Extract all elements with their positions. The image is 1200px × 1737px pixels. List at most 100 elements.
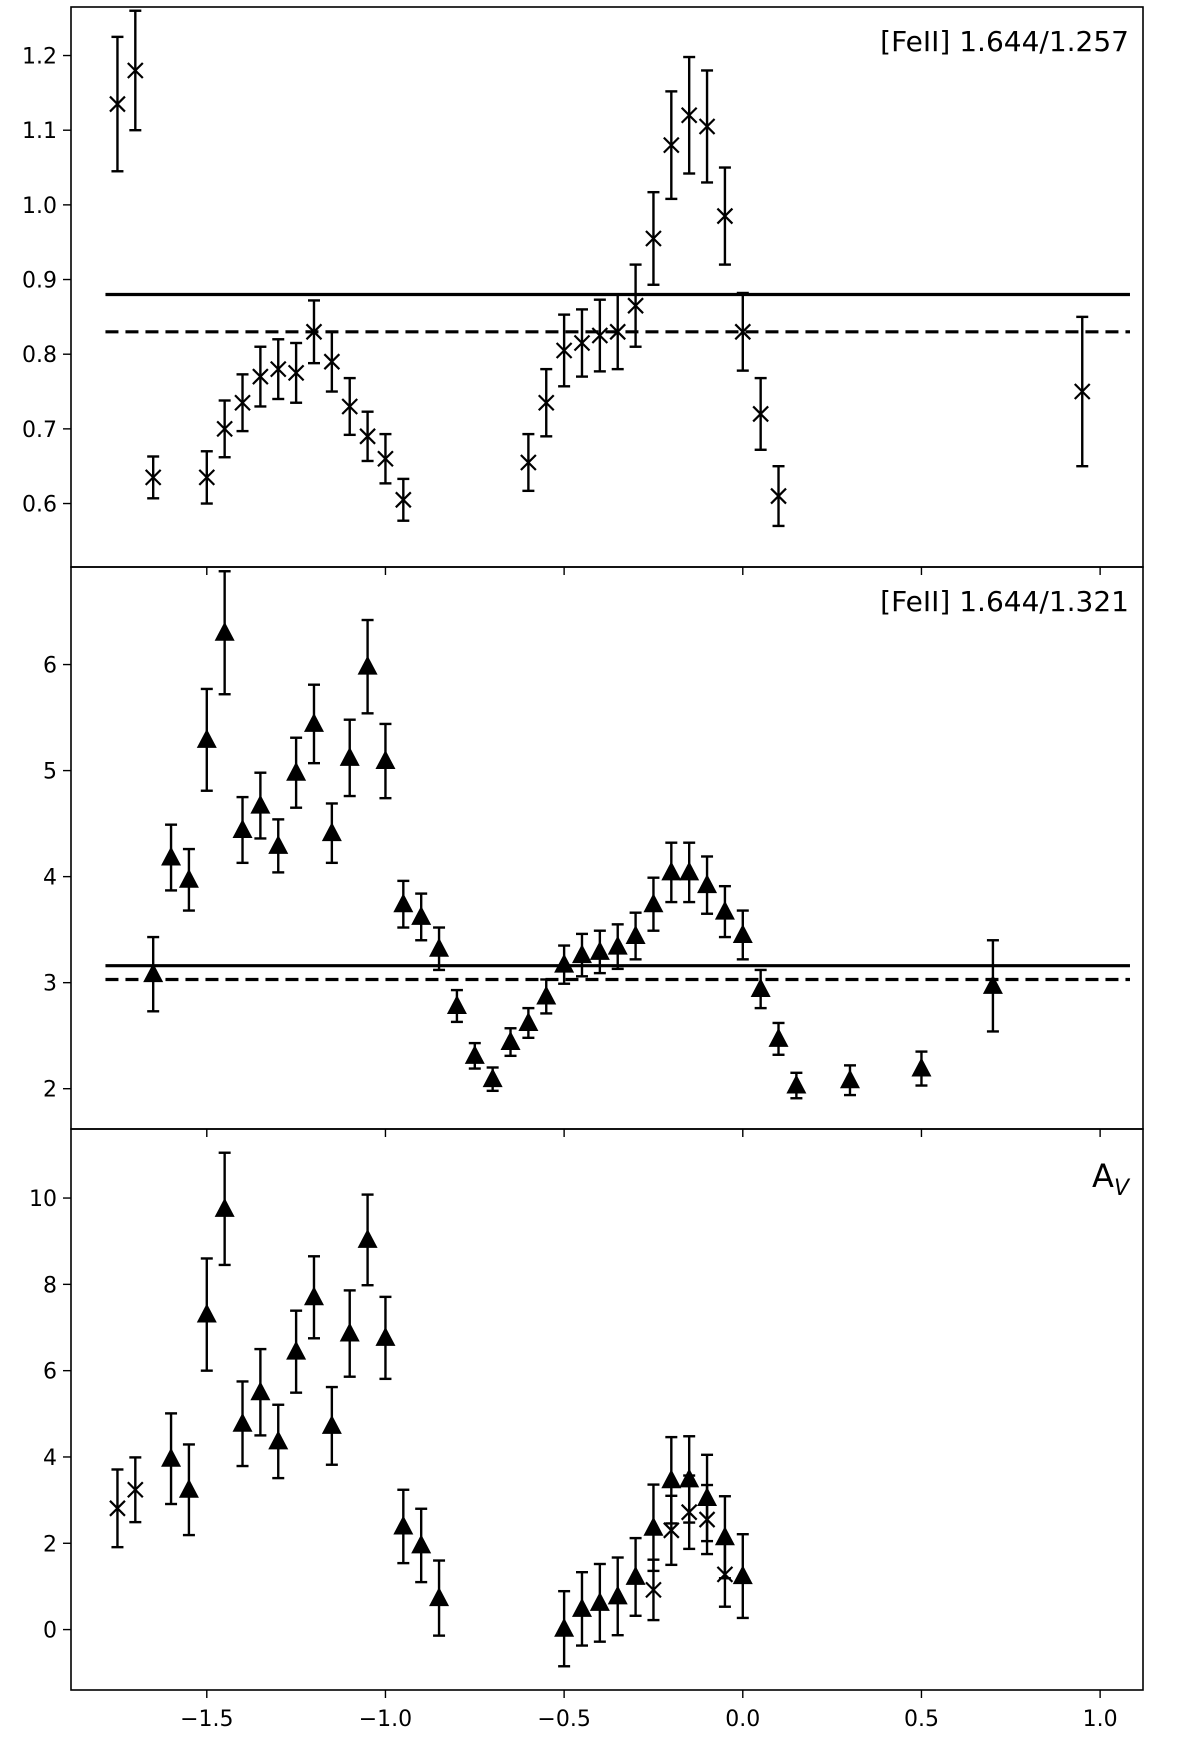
x-marker	[323, 353, 341, 370]
x-marker	[252, 368, 269, 385]
y-tick-label: 0.8	[22, 343, 57, 368]
x-tick-label: 0.0	[725, 1707, 760, 1732]
data-point	[573, 308, 591, 378]
data-point	[714, 1495, 735, 1580]
y-tick-label: 6	[43, 654, 57, 679]
data-point	[625, 1536, 646, 1617]
axes-frame	[70, 566, 1144, 1130]
data-point	[645, 190, 662, 286]
data-point	[1073, 315, 1091, 468]
triangle-marker	[321, 822, 342, 842]
triangle-marker	[554, 953, 575, 973]
panel-label: AV	[1092, 1157, 1131, 1201]
data-point	[144, 455, 162, 500]
x-marker	[627, 297, 644, 314]
triangle-marker	[714, 900, 735, 920]
data-point	[500, 1027, 521, 1058]
y-tick-label: 0	[43, 1619, 57, 1644]
triangle-marker	[232, 1412, 253, 1432]
x-marker	[127, 62, 144, 79]
data-point	[216, 399, 233, 459]
y-tick-label: 8	[43, 1273, 57, 1298]
y-tick-label: 0.6	[22, 493, 57, 518]
y-tick-label: 2	[43, 1078, 57, 1103]
data-point	[250, 771, 271, 840]
triangle-marker	[571, 944, 592, 964]
x-marker	[269, 360, 287, 378]
data-point	[429, 926, 450, 972]
triangle-marker	[839, 1069, 860, 1089]
triangle-marker	[607, 935, 628, 955]
data-point	[750, 968, 771, 1010]
triangle-marker	[679, 861, 700, 881]
y-tick-label: 4	[43, 866, 57, 891]
data-point	[609, 293, 626, 371]
triangle-marker	[375, 1326, 396, 1346]
data-point	[698, 69, 716, 184]
data-point	[321, 802, 342, 865]
triangle-marker	[589, 1591, 610, 1611]
data-point	[395, 477, 412, 522]
data-point	[536, 978, 557, 1015]
data-point	[178, 1443, 199, 1537]
data-point	[786, 1071, 807, 1100]
triangle-marker	[411, 1534, 432, 1554]
triangle-marker	[161, 846, 182, 866]
data-point	[591, 298, 609, 373]
data-point	[286, 1309, 307, 1394]
triangle-marker	[250, 1381, 271, 1401]
triangle-marker	[750, 978, 771, 998]
triangle-marker	[500, 1031, 521, 1051]
x-marker	[359, 428, 376, 445]
data-point	[982, 939, 1003, 1033]
triangle-marker	[393, 1515, 414, 1535]
x-marker	[144, 469, 162, 486]
triangle-marker	[911, 1057, 932, 1077]
data-point	[234, 373, 251, 433]
y-tick-label: 2	[43, 1532, 57, 1557]
x-marker	[109, 1500, 126, 1517]
y-tick-label: 1.0	[22, 194, 57, 219]
data-point	[321, 1385, 342, 1466]
triangle-marker	[214, 621, 235, 641]
y-tick-label: 0.9	[22, 269, 57, 294]
y-tick-label: 4	[43, 1446, 57, 1471]
data-point	[377, 432, 394, 485]
data-point	[663, 90, 680, 201]
triangle-marker	[607, 1585, 628, 1605]
y-tick-label: 10	[29, 1187, 57, 1212]
panel-label-subscript: V	[1114, 1176, 1131, 1201]
x-marker	[752, 405, 769, 423]
triangle-marker	[571, 1597, 592, 1617]
x-marker	[287, 364, 305, 382]
x-marker	[609, 323, 626, 341]
axes-frame	[70, 6, 1144, 568]
x-marker	[680, 106, 698, 124]
data-point	[196, 1257, 217, 1372]
triangle-marker	[196, 728, 217, 748]
triangle-marker	[732, 1565, 753, 1585]
y-tick-label: 6	[43, 1360, 57, 1385]
data-point	[697, 1453, 718, 1543]
y-tick-label: 5	[43, 760, 57, 785]
data-point	[429, 1559, 450, 1637]
panel-3: 0 2 4 6 8 10 −1.5 −1.0 −0.5 0.0 0.5 1.0 AV	[29, 1128, 1144, 1732]
data-point	[341, 376, 358, 437]
triangle-marker	[161, 1447, 182, 1467]
triangle-marker	[232, 818, 253, 838]
data-point	[554, 1589, 575, 1668]
data-point	[127, 9, 144, 132]
y-tick-label: 1.1	[22, 119, 57, 144]
x-marker	[645, 1581, 662, 1599]
data-point	[554, 944, 575, 985]
x-marker	[573, 334, 591, 352]
data-point	[679, 1435, 700, 1524]
axes-frame	[70, 1128, 1144, 1691]
triangle-marker	[375, 750, 396, 770]
data-point	[571, 932, 592, 978]
triangle-marker	[679, 1468, 700, 1488]
data-point	[359, 410, 376, 463]
x-marker	[1073, 383, 1091, 400]
data-point	[268, 818, 289, 874]
